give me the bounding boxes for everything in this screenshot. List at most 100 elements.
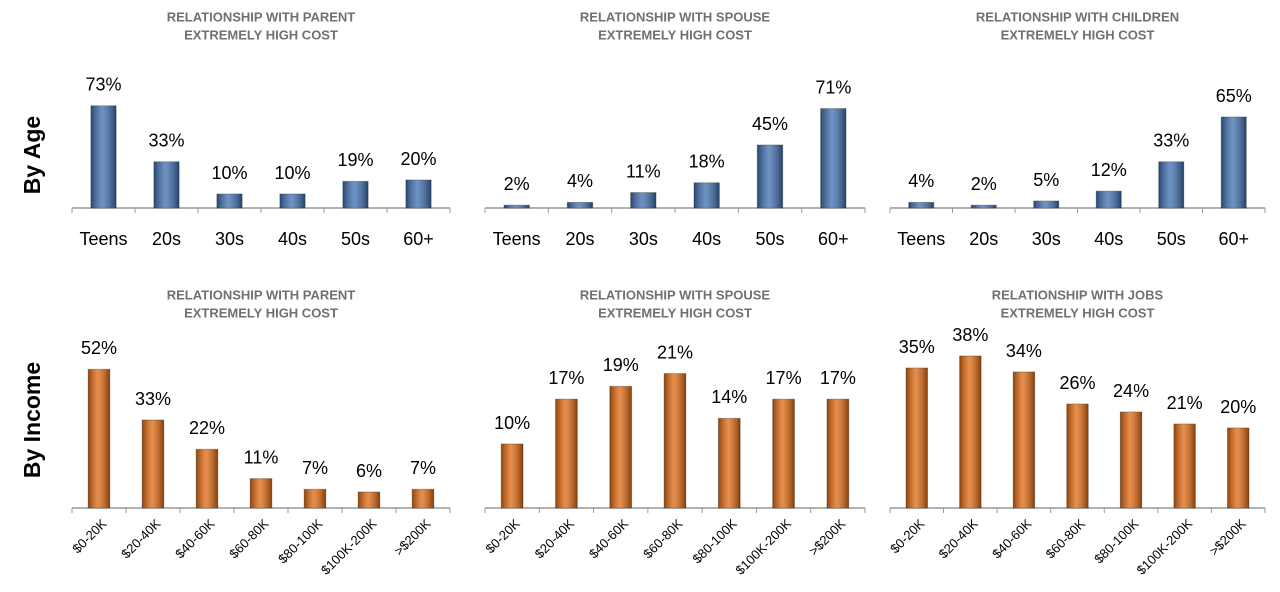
bar — [905, 367, 928, 509]
bar — [717, 417, 741, 509]
bar — [216, 193, 243, 209]
x-tick-label: $80-100K — [275, 516, 326, 567]
bar — [90, 105, 117, 209]
value-label: 10% — [211, 163, 247, 183]
value-label: 10% — [274, 163, 310, 183]
x-tick-label: 30s — [629, 229, 658, 249]
bar — [249, 478, 273, 509]
value-label: 4% — [908, 171, 934, 191]
row-label: By Income — [19, 362, 45, 478]
bar — [772, 398, 795, 509]
x-tick-label: $20-40K — [118, 516, 164, 562]
value-label: 2% — [504, 174, 530, 194]
value-label: 33% — [135, 389, 171, 409]
value-label: 10% — [494, 413, 530, 433]
value-label: 11% — [626, 161, 661, 181]
x-tick-label: $100K-200K — [1133, 516, 1195, 578]
bar — [908, 201, 935, 209]
x-tick-label: >$200K — [391, 516, 434, 559]
chart-title: RELATIONSHIP WITH SPOUSE — [580, 287, 771, 302]
x-tick-label: 20s — [565, 229, 594, 249]
x-tick-label: $100K-200K — [732, 516, 794, 578]
value-label: 35% — [899, 337, 935, 357]
bar — [1119, 411, 1143, 509]
x-tick-label: $0-20K — [887, 516, 927, 556]
x-tick-label: >$200K — [806, 516, 849, 559]
x-tick-label: $60-80K — [640, 516, 686, 562]
x-tick-label: 40s — [1094, 229, 1123, 249]
x-tick-label: $40-60K — [989, 516, 1035, 562]
x-tick-label: $80-100K — [689, 516, 740, 567]
value-label: 34% — [1006, 341, 1042, 361]
value-label: 20% — [400, 149, 436, 169]
x-tick-label: 30s — [1032, 229, 1061, 249]
value-label: 12% — [1091, 160, 1127, 180]
chart-subtitle: EXTREMELY HIGH COST — [184, 305, 338, 320]
bar — [555, 398, 578, 509]
chart-title: RELATIONSHIP WITH PARENT — [167, 287, 356, 302]
bar — [663, 373, 687, 509]
value-label: 7% — [410, 458, 436, 478]
value-label: 73% — [85, 75, 121, 95]
bar — [357, 491, 381, 509]
value-label: 19% — [603, 355, 639, 375]
x-tick-label: $40-60K — [586, 516, 632, 562]
chart-subtitle: EXTREMELY HIGH COST — [1001, 27, 1155, 42]
bar — [342, 180, 369, 209]
bar — [500, 443, 524, 509]
bar — [630, 192, 657, 209]
bar — [503, 204, 530, 209]
x-tick-label: 40s — [278, 229, 307, 249]
x-tick-label: 50s — [755, 229, 784, 249]
value-label: 38% — [952, 325, 988, 345]
chart-title: RELATIONSHIP WITH SPOUSE — [580, 9, 771, 24]
x-tick-label: >$200K — [1206, 516, 1249, 559]
x-tick-label: 30s — [215, 229, 244, 249]
x-tick-label: 20s — [969, 229, 998, 249]
chart-title: RELATIONSHIP WITH PARENT — [167, 9, 356, 24]
chart-subtitle: EXTREMELY HIGH COST — [184, 27, 338, 42]
bar — [141, 419, 165, 509]
chart-subtitle: EXTREMELY HIGH COST — [598, 305, 752, 320]
value-label: 20% — [1220, 397, 1256, 417]
bar — [959, 355, 982, 509]
bar — [1158, 161, 1185, 209]
x-tick-label: 40s — [692, 229, 721, 249]
x-tick-label: $40-60K — [172, 516, 218, 562]
bar — [1095, 190, 1122, 209]
bar — [1012, 371, 1036, 509]
value-label: 24% — [1113, 381, 1149, 401]
value-label: 21% — [1167, 393, 1203, 413]
value-label: 71% — [815, 77, 851, 97]
x-tick-label: Teens — [897, 229, 945, 249]
x-tick-label: $0-20K — [69, 516, 109, 556]
bar — [970, 204, 997, 209]
value-label: 17% — [548, 368, 584, 388]
value-label: 26% — [1059, 373, 1095, 393]
x-tick-label: 60+ — [818, 229, 849, 249]
bar — [1173, 423, 1196, 509]
x-tick-label: 20s — [152, 229, 181, 249]
value-label: 6% — [356, 461, 382, 481]
value-label: 65% — [1216, 86, 1252, 106]
value-label: 11% — [244, 447, 279, 467]
bar — [411, 488, 435, 509]
value-label: 18% — [689, 152, 725, 172]
value-label: 7% — [302, 458, 328, 478]
x-tick-label: $80-100K — [1091, 516, 1142, 567]
bar — [153, 161, 180, 209]
bar — [826, 398, 850, 509]
value-label: 5% — [1033, 170, 1059, 190]
x-tick-label: $60-80K — [226, 516, 272, 562]
bar — [195, 448, 219, 509]
bar — [609, 385, 633, 509]
bar — [279, 193, 306, 209]
bar — [756, 144, 784, 209]
chart-subtitle: EXTREMELY HIGH COST — [598, 27, 752, 42]
x-tick-label: Teens — [493, 229, 541, 249]
chart-subtitle: EXTREMELY HIGH COST — [1001, 305, 1155, 320]
value-label: 52% — [81, 338, 117, 358]
row-label: By Age — [19, 116, 45, 194]
